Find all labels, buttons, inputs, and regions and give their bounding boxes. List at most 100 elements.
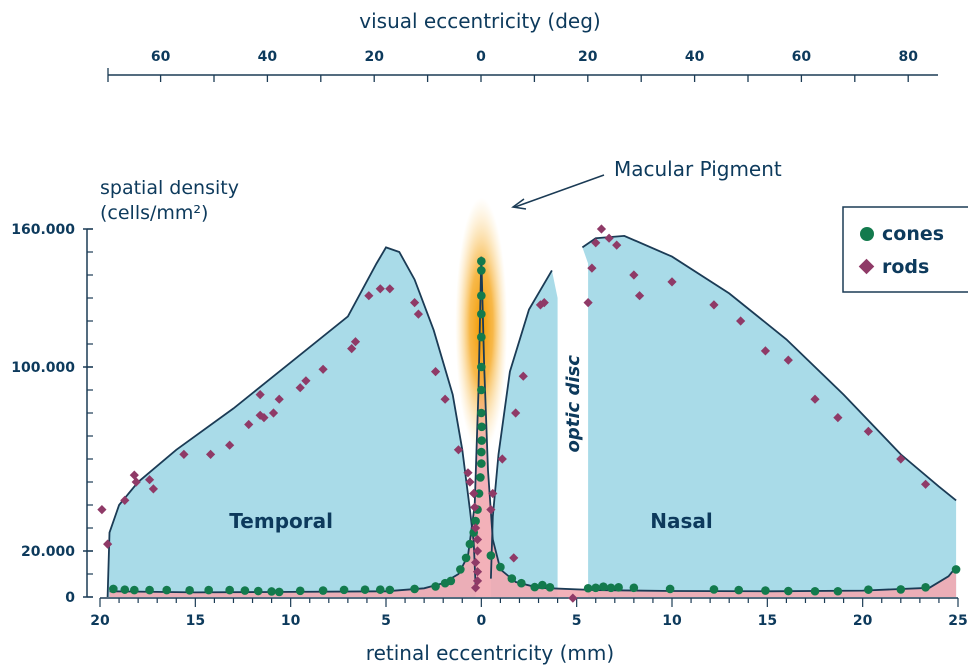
cone-point <box>446 576 456 586</box>
cone-point <box>476 473 485 482</box>
x-axis-title: retinal eccentricity (mm) <box>366 641 614 665</box>
rod-point <box>587 263 597 273</box>
macular-pigment-arrowhead <box>511 198 527 210</box>
cone-point <box>477 309 486 319</box>
x-tick-label: 25 <box>948 613 967 629</box>
rod-point <box>863 426 873 436</box>
cone-point <box>375 585 385 594</box>
data-markers <box>97 224 961 603</box>
density-areas <box>106 197 957 598</box>
rod-point <box>255 410 265 420</box>
rod-point <box>471 523 481 533</box>
macular-pigment-arrow <box>514 174 605 208</box>
rod-point <box>350 337 361 347</box>
rod-point <box>604 233 614 243</box>
cone-point <box>477 408 486 418</box>
x-tick-label: 5 <box>381 613 391 629</box>
cone-point <box>431 582 440 591</box>
rod-point <box>318 364 328 374</box>
rod-point <box>591 238 601 248</box>
cone-point <box>295 586 305 596</box>
cone-point <box>591 583 601 593</box>
x-tick-label: 20 <box>853 613 873 629</box>
rod-point <box>629 270 639 280</box>
rod-point <box>268 408 279 418</box>
cone-point <box>477 362 486 372</box>
rod-point <box>385 284 395 294</box>
cone-point <box>614 583 623 592</box>
cone-point <box>410 584 419 594</box>
rod-point <box>497 454 507 464</box>
rod-point <box>205 449 216 459</box>
rod-point <box>612 240 622 250</box>
cone-point <box>477 385 486 395</box>
cone-point <box>225 585 234 595</box>
rod-area-nasal-outer <box>582 235 957 597</box>
top-tick-label: 80 <box>898 49 918 65</box>
top-tick-label: 20 <box>578 49 598 65</box>
cone-point <box>951 565 961 574</box>
cone-point <box>665 584 675 594</box>
x-tick-label: 15 <box>758 613 777 629</box>
rod-point <box>568 593 578 603</box>
rod-point <box>440 394 450 404</box>
cone-point <box>477 291 486 301</box>
rod-point <box>472 546 483 556</box>
rod-density-curve-nasal-inner <box>490 269 553 579</box>
cone-point <box>120 585 130 594</box>
rod-point <box>179 449 189 459</box>
x-tick-label: 10 <box>281 613 301 629</box>
x-tick-label: 5 <box>572 613 582 629</box>
cone-point <box>360 585 370 594</box>
legend-cones-label: cones <box>882 223 944 245</box>
cone-point <box>583 583 593 593</box>
rod-point <box>413 309 424 319</box>
cone-point <box>629 583 639 593</box>
rod-point <box>295 383 305 393</box>
rod-point <box>583 298 593 308</box>
rod-point <box>244 419 254 430</box>
rod-point <box>148 484 158 494</box>
legend: cones rods <box>842 206 968 293</box>
top-tick-label: 20 <box>364 49 384 65</box>
rod-point <box>596 224 607 234</box>
rod-point <box>97 505 107 515</box>
rod-point <box>347 344 357 354</box>
macular-pigment-label: Macular Pigment <box>614 157 782 181</box>
top-tick-label: 40 <box>685 49 705 65</box>
rod-point <box>463 468 473 478</box>
rod-point <box>509 553 519 563</box>
macular-pigment-glow <box>455 197 508 454</box>
rod-point <box>364 291 374 301</box>
top-axis: visual eccentricity (deg) <box>108 9 938 76</box>
cone-point <box>496 562 505 572</box>
rod-point <box>120 495 130 505</box>
rod-point <box>129 470 139 480</box>
cone-point <box>507 574 517 583</box>
cone-point <box>599 582 608 591</box>
cone-point <box>864 585 873 594</box>
rod-area-temporal <box>107 247 476 597</box>
rod-point <box>896 454 906 464</box>
cone-point <box>130 585 139 595</box>
cone-point <box>267 587 276 596</box>
cone-point <box>185 586 194 595</box>
rod-point <box>144 475 155 485</box>
cone-point <box>896 585 906 594</box>
cone-point <box>471 516 480 526</box>
rod-point <box>453 445 464 455</box>
rod-point <box>736 316 746 326</box>
y-tick-label: 0 <box>65 590 75 606</box>
x-tick-label: 10 <box>662 613 682 629</box>
rod-point <box>760 346 771 356</box>
cone-point <box>339 585 349 595</box>
rod-point <box>410 298 420 308</box>
cone-point <box>253 586 263 596</box>
cone-point <box>385 585 395 595</box>
rod-point <box>810 394 820 404</box>
rod-point <box>472 576 483 586</box>
nasal-label: Nasal <box>650 509 713 533</box>
cone-point <box>477 447 486 457</box>
y-axis-title-line2: (cells/mm²) <box>100 202 208 224</box>
